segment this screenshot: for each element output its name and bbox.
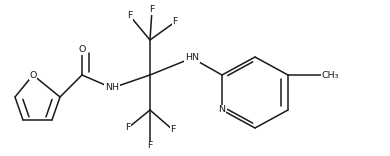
Text: HN: HN bbox=[185, 54, 199, 63]
Text: N: N bbox=[218, 105, 225, 115]
Text: F: F bbox=[125, 124, 131, 132]
Text: NH: NH bbox=[105, 83, 119, 93]
Text: O: O bbox=[29, 71, 37, 80]
Text: F: F bbox=[170, 125, 176, 134]
Text: F: F bbox=[127, 12, 133, 20]
Text: O: O bbox=[78, 46, 86, 54]
Text: F: F bbox=[149, 5, 155, 15]
Text: F: F bbox=[147, 141, 153, 151]
Text: F: F bbox=[172, 17, 178, 27]
Text: CH₃: CH₃ bbox=[322, 71, 340, 80]
